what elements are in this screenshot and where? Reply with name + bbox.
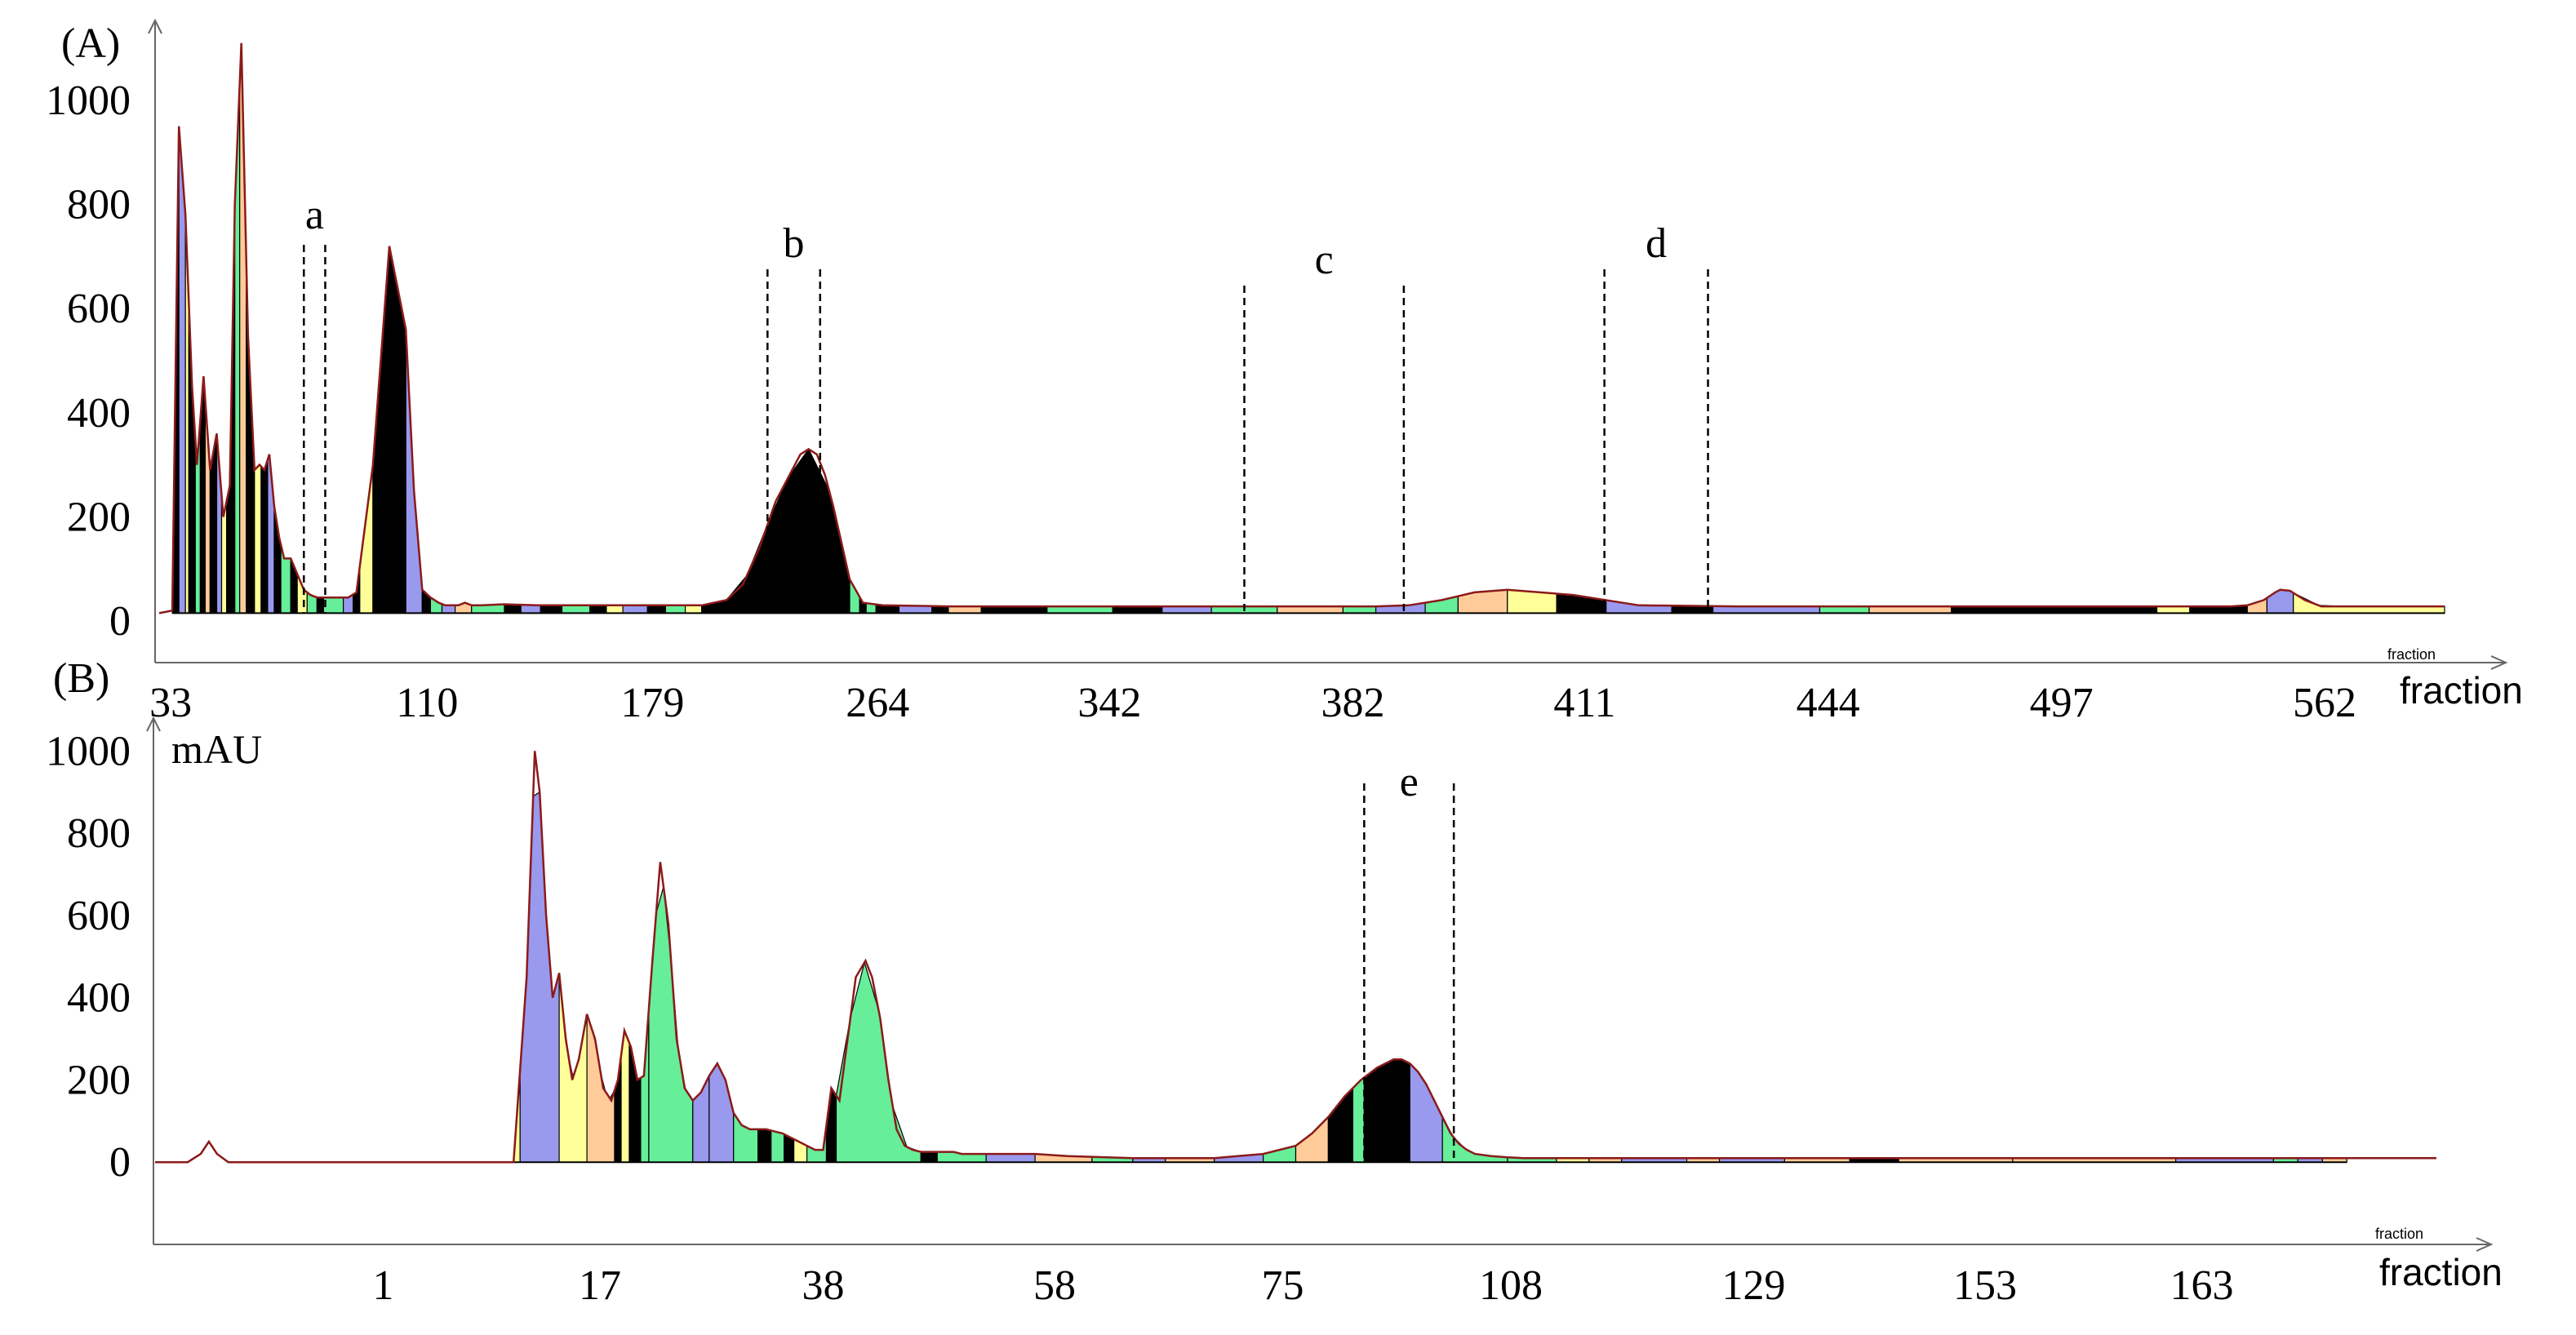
fraction-strip-a-14 (254, 464, 262, 614)
y-tick-label: 600 (67, 286, 131, 332)
fraction-strip-b-45 (1441, 1116, 1508, 1163)
x-tick-label: 1 (373, 1262, 394, 1309)
fraction-strip-b-16 (614, 1055, 622, 1163)
fraction-strip-a-42 (664, 605, 686, 614)
y-tick-label: 200 (67, 1057, 131, 1103)
fraction-strip-a-62 (1457, 589, 1508, 614)
panel-label: (A) (61, 20, 120, 67)
fraction-strip-a-22 (316, 597, 324, 614)
y-tick-label: 800 (67, 810, 131, 857)
x-tick-label: 58 (1033, 1262, 1076, 1309)
fraction-strip-a-45 (726, 448, 851, 614)
fraction-strip-b-41 (1327, 1087, 1354, 1163)
y-tick-label: 1000 (46, 78, 131, 124)
fraction-strip-a-37 (561, 605, 591, 614)
fraction-strip-b-22 (708, 1062, 735, 1163)
fraction-strip-b-23 (733, 1111, 759, 1163)
panel-a: 0 200 400 600 800 1000 33 110 179 264 342 382 411 444… (46, 18, 2523, 726)
fraction-strip-a-15 (260, 459, 269, 614)
fraction-strip-b-43 (1363, 1058, 1410, 1163)
fraction-strip-a-43 (684, 605, 703, 614)
region-label-c: c (1315, 237, 1334, 283)
x-tick-label: 110 (396, 680, 458, 726)
x-axis-title-small: fraction (2375, 1226, 2423, 1242)
fraction-strip-a-61 (1424, 595, 1459, 614)
x-tick-label: 382 (1321, 680, 1384, 726)
fraction-strip-b-33 (985, 1153, 1036, 1163)
x-tick-label: 264 (846, 680, 909, 726)
chromatogram-trace (155, 751, 2436, 1164)
fraction-strip-a-39 (606, 605, 624, 614)
panel-b: 0 200 400 600 800 1000 1 17 38 58 75 108 129 153 163 fr… (46, 655, 2503, 1309)
fraction-strip-a-75 (2266, 589, 2294, 614)
region-label-e: e (1400, 759, 1419, 805)
y-tick-label: 800 (67, 182, 131, 228)
fraction-strip-b-39 (1262, 1145, 1297, 1163)
fraction-strip-b-31 (920, 1151, 938, 1163)
y-tick-label: 0 (109, 598, 131, 645)
x-tick-label: 38 (802, 1262, 845, 1309)
fraction-strip-b-30 (835, 960, 922, 1163)
panel-label: (B) (53, 655, 109, 702)
fraction-strip-b-24 (757, 1129, 772, 1163)
fraction-strip-b-14 (558, 973, 588, 1163)
x-axis-title-small: fraction (2387, 646, 2436, 663)
y-axis-title: mAU (171, 726, 262, 772)
x-axis-arrow (2490, 655, 2508, 670)
fraction-strip-b-44 (1409, 1062, 1443, 1163)
x-tick-label: 179 (620, 680, 684, 726)
x-tick-label: 497 (2030, 680, 2094, 726)
fraction-strip-a-30 (429, 597, 443, 614)
x-tick-label: 17 (579, 1262, 621, 1309)
fraction-strip-b-18 (628, 1042, 642, 1163)
region-label-b: b (784, 220, 805, 267)
fraction-strip-b-42 (1352, 1076, 1366, 1163)
y-tick-label: 400 (67, 975, 131, 1022)
fraction-strip-a-76 (2293, 592, 2445, 614)
fraction-strip-b-29 (825, 1086, 837, 1163)
y-tick-label: 0 (109, 1139, 131, 1186)
y-axis-arrow (146, 716, 161, 732)
y-tick-label: 600 (67, 893, 131, 939)
y-tick-label: 200 (67, 494, 131, 540)
x-axis-arrow (2476, 1237, 2494, 1252)
chromatogram-trace (158, 42, 2445, 614)
region-label-d: d (1646, 220, 1667, 267)
x-tick-label: 342 (1077, 680, 1141, 726)
x-tick-label: 153 (1953, 1262, 2017, 1309)
y-tick-label: 400 (67, 390, 131, 437)
fraction-strip-a-38 (589, 605, 607, 614)
region-label-a: a (305, 192, 324, 238)
fraction-strip-b-40 (1295, 1115, 1330, 1163)
fraction-strip-a-36 (540, 605, 563, 614)
fraction-strip-a-40 (622, 605, 648, 614)
x-tick-label: 163 (2170, 1262, 2234, 1309)
x-tick-label: 33 (149, 680, 192, 726)
fraction-strip-b-21 (692, 1076, 710, 1163)
x-tick-label: 444 (1797, 680, 1860, 726)
fraction-strip-a-41 (646, 605, 667, 614)
fraction-strip-b-25 (771, 1129, 785, 1163)
y-axis-arrow (148, 18, 162, 34)
x-axis-title: fraction (2400, 669, 2523, 712)
x-tick-label: 75 (1262, 1262, 1304, 1309)
x-tick-label: 129 (1721, 1262, 1785, 1309)
fraction-strip-a-23 (322, 597, 344, 614)
x-tick-label: 108 (1479, 1262, 1543, 1309)
x-tick-label: 562 (2293, 680, 2356, 726)
y-tick-label: 1000 (46, 728, 131, 774)
x-axis-title: fraction (2379, 1251, 2503, 1293)
x-tick-label: 411 (1553, 680, 1615, 726)
fraction-strip-b-15 (586, 1013, 615, 1163)
